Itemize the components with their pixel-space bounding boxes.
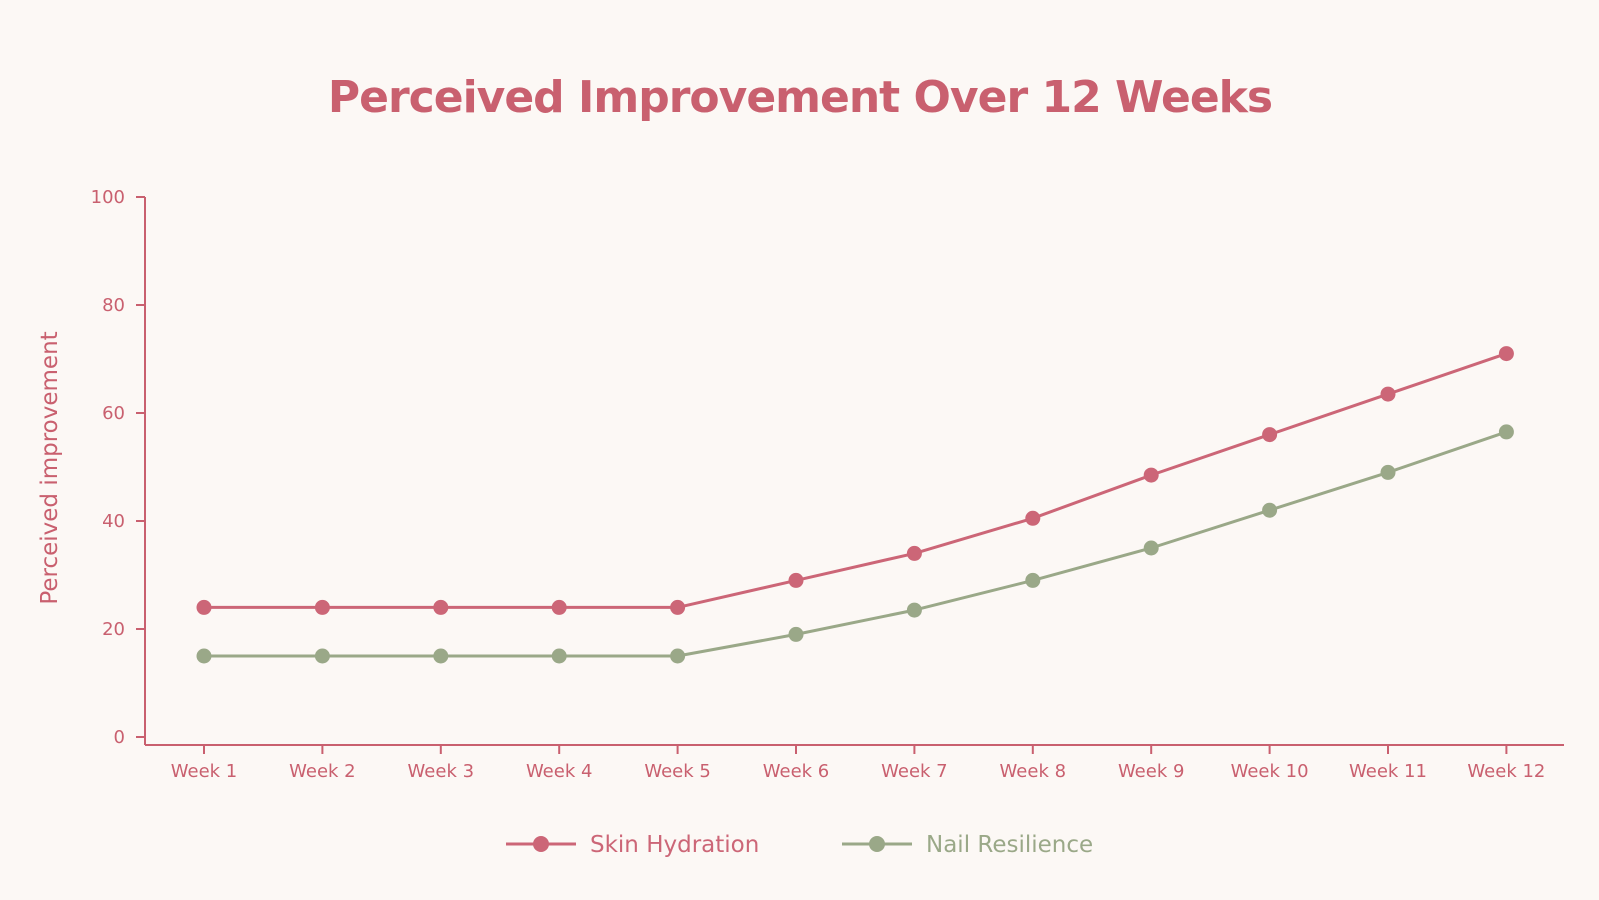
y-tick-label: 20 <box>102 619 125 640</box>
data-point <box>906 602 922 618</box>
x-tick-label: Week 12 <box>1467 761 1545 782</box>
y-tick-label: 0 <box>114 727 125 748</box>
legend-item: Nail Resilience <box>842 832 1093 858</box>
series-line <box>204 352 1507 609</box>
data-point <box>1262 502 1278 518</box>
data-point <box>196 599 212 615</box>
data-point <box>314 599 330 615</box>
legend-label: Skin Hydration <box>590 832 759 858</box>
data-point <box>1380 464 1396 480</box>
legend-marker <box>533 836 549 852</box>
data-point <box>1498 346 1514 362</box>
axes <box>144 197 1564 746</box>
data-point <box>1262 427 1278 443</box>
y-tick-label: 100 <box>91 187 125 208</box>
x-tick-label: Week 9 <box>1118 761 1185 782</box>
data-point <box>1025 510 1041 526</box>
data-point <box>314 648 330 664</box>
data-point <box>788 572 804 588</box>
data-point <box>433 599 449 615</box>
x-tick-label: Week 10 <box>1231 761 1309 782</box>
series-layer <box>196 346 1514 664</box>
data-point <box>906 545 922 561</box>
data-point <box>551 648 567 664</box>
y-tick-label: 40 <box>102 511 125 532</box>
x-tick-label: Week 2 <box>289 761 356 782</box>
series-nail-resilience <box>196 424 1514 664</box>
data-point <box>1143 467 1159 483</box>
data-point <box>433 648 449 664</box>
chart-title: Perceived Improvement Over 12 Weeks <box>328 72 1272 123</box>
legend-marker <box>869 836 885 852</box>
data-point <box>1143 540 1159 556</box>
x-tick-label: Week 3 <box>408 761 475 782</box>
data-point <box>1380 386 1396 402</box>
data-point <box>670 648 686 664</box>
series-line <box>204 430 1507 658</box>
x-tick-label: Week 4 <box>526 761 593 782</box>
x-tick-label: Week 5 <box>644 761 711 782</box>
legend-label: Nail Resilience <box>926 832 1093 858</box>
data-point <box>670 599 686 615</box>
legend-item: Skin Hydration <box>506 832 759 858</box>
series-skin-hydration <box>196 346 1514 615</box>
x-tick-label: Week 1 <box>171 761 238 782</box>
y-tick-label: 60 <box>102 403 125 424</box>
x-tick-label: Week 7 <box>881 761 948 782</box>
y-axis-ticks: 0 20 40 60 80 100 <box>91 187 145 748</box>
x-tick-label: Week 11 <box>1349 761 1427 782</box>
data-point <box>196 648 212 664</box>
data-point <box>551 599 567 615</box>
x-axis-ticks: Week 1 Week 2 Week 3 Week 4 Week 5 Week 6 Week… <box>171 745 1545 782</box>
y-axis-label: Perceived improvement <box>37 331 63 604</box>
data-point <box>788 626 804 642</box>
x-tick-label: Week 8 <box>1000 761 1067 782</box>
x-tick-label: Week 6 <box>763 761 830 782</box>
y-tick-label: 80 <box>102 295 125 316</box>
legend: Skin Hydration Nail Resilience <box>506 832 1093 858</box>
data-point <box>1498 424 1514 440</box>
data-point <box>1025 572 1041 588</box>
